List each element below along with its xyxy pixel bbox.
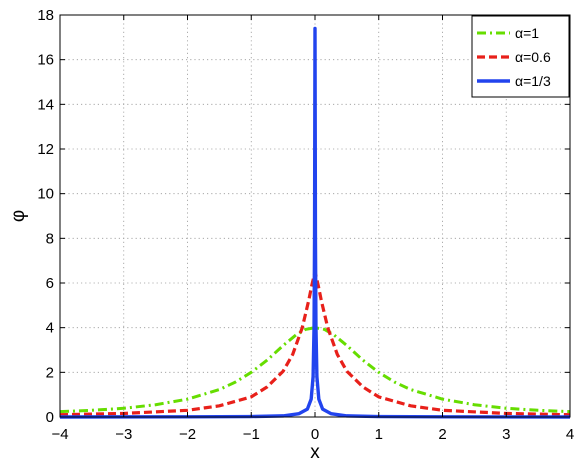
x-tick-label: 0 bbox=[311, 426, 319, 443]
x-tick-label: 4 bbox=[566, 426, 574, 443]
y-tick-label: 14 bbox=[37, 96, 54, 113]
x-axis-label: x bbox=[310, 442, 320, 463]
tick-marks bbox=[59, 14, 571, 418]
y-tick-label: 0 bbox=[46, 409, 54, 426]
x-tick-label: −2 bbox=[179, 426, 196, 443]
y-tick-label: 6 bbox=[46, 275, 54, 292]
x-tick-label: −4 bbox=[51, 426, 68, 443]
series-line-1 bbox=[59, 326, 571, 414]
x-tick-label: 1 bbox=[375, 426, 383, 443]
x-tick-label: 2 bbox=[438, 426, 446, 443]
y-tick-label: 18 bbox=[37, 7, 54, 24]
legend-label-1: α=1 bbox=[515, 25, 539, 41]
y-axis-label: φ bbox=[8, 210, 29, 222]
y-tick-label: 12 bbox=[37, 141, 54, 158]
y-tick-label: 8 bbox=[46, 230, 54, 247]
x-tick-label: −1 bbox=[243, 426, 260, 443]
series-layer bbox=[59, 26, 571, 419]
legend-label-2: α=0.6 bbox=[515, 49, 551, 65]
y-tick-label: 10 bbox=[37, 186, 54, 203]
x-tick-label: 3 bbox=[502, 426, 510, 443]
legend-box bbox=[471, 15, 570, 98]
y-tick-label: 16 bbox=[37, 52, 54, 69]
x-tick-label: −3 bbox=[115, 426, 132, 443]
grid-lines bbox=[60, 15, 570, 417]
legend: α=1 α=0.6 α=1/3 bbox=[471, 15, 570, 98]
y-tick-label: 2 bbox=[46, 364, 54, 381]
legend-label-3: α=1/3 bbox=[515, 73, 551, 89]
y-tick-label: 4 bbox=[46, 320, 54, 337]
series-line-3 bbox=[59, 26, 571, 419]
